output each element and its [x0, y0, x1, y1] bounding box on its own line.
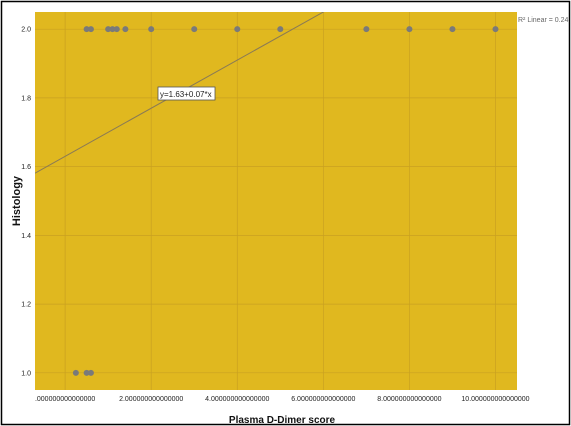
data-point-4 [87, 26, 94, 33]
fit-line [35, 12, 325, 174]
data-points [72, 26, 499, 376]
y-tick-labels: 1.0 1.2 1.4 1.6 1.8 2.0 [21, 27, 31, 378]
x-tick-label-4: 8.000000000000000 [377, 396, 441, 403]
y-tick-label-0: 1.0 [21, 370, 31, 377]
data-point-15 [449, 26, 456, 33]
x-tick-label-3: 6.000000000000000 [291, 396, 355, 403]
data-point-1 [83, 369, 90, 376]
y-axis-title: Histology [11, 175, 23, 226]
r2-label: R² Linear = 0.24 [518, 17, 568, 24]
data-point-9 [148, 26, 155, 33]
fit-equation-box: y=1.63+0.07*x [157, 86, 216, 101]
data-point-12 [277, 26, 284, 33]
data-point-8 [122, 26, 129, 33]
x-tick-labels: .000000000000000 2.000000000000000 4.00000… [35, 396, 530, 403]
plot-area [35, 12, 517, 390]
data-point-2 [87, 369, 94, 376]
data-point-6 [109, 26, 116, 33]
y-tick-label-4: 1.8 [21, 95, 31, 102]
data-point-0 [72, 369, 79, 376]
data-point-5 [105, 26, 112, 33]
fit-equation-background [157, 86, 216, 101]
fit-line-group [35, 12, 325, 174]
data-point-3 [83, 26, 90, 33]
data-point-11 [234, 26, 241, 33]
x-tick-label-5: 10.000000000000000 [461, 396, 529, 403]
x-axis-title: Plasma D-Dimer score [229, 415, 336, 426]
y-tick-label-3: 1.6 [21, 164, 31, 171]
fit-equation-label: y=1.63+0.07*x [160, 90, 212, 99]
data-point-13 [363, 26, 370, 33]
data-point-10 [191, 26, 198, 33]
x-tick-label-0: .000000000000000 [35, 396, 95, 403]
y-tick-label-1: 1.2 [21, 302, 31, 309]
data-point-7 [113, 26, 120, 33]
y-tick-label-2: 1.4 [21, 233, 31, 240]
data-point-14 [406, 26, 413, 33]
x-tick-label-1: 2.000000000000000 [119, 396, 183, 403]
y-tick-label-5: 2.0 [21, 27, 31, 34]
data-point-16 [492, 26, 499, 33]
x-tick-label-2: 4.000000000000000 [205, 396, 269, 403]
